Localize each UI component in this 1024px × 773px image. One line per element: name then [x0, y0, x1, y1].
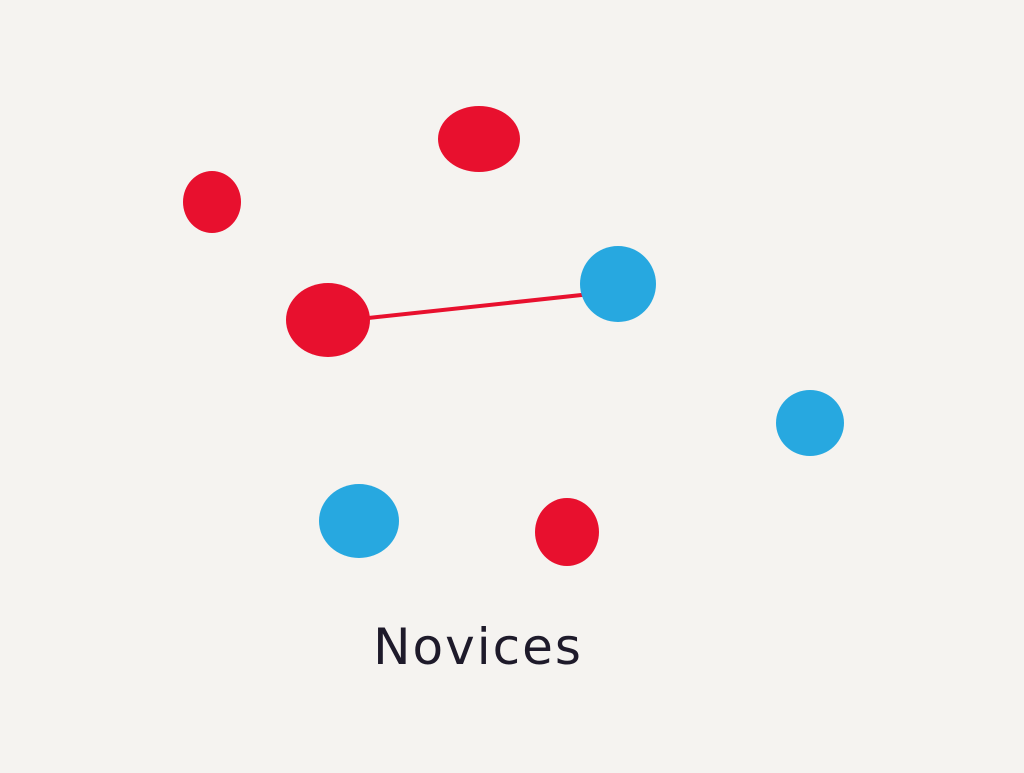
red-node: [183, 171, 241, 233]
red-node: [535, 498, 599, 566]
blue-node: [580, 246, 656, 322]
connection-line: [348, 291, 602, 322]
diagram-caption: Novices: [373, 618, 583, 676]
red-node: [438, 106, 520, 172]
red-node: [286, 283, 370, 357]
blue-node: [776, 390, 844, 456]
blue-node: [319, 484, 399, 558]
